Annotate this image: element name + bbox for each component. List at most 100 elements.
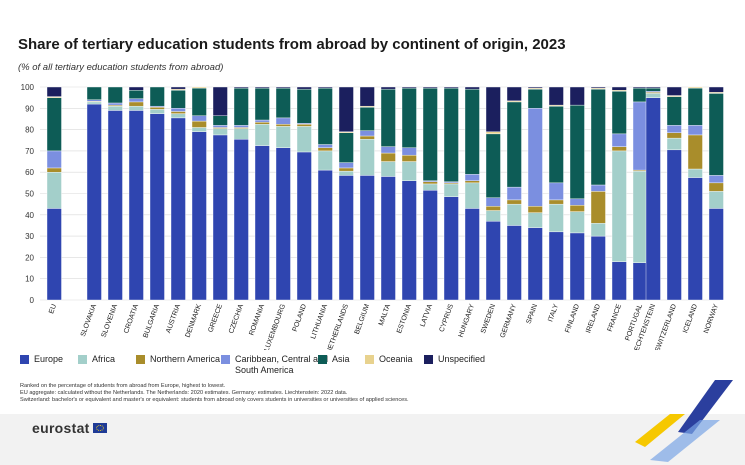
- legend-item-northern-america: Northern America: [136, 354, 220, 365]
- legend-item-africa: Africa: [78, 354, 115, 365]
- bar-stack-denmark: [191, 86, 207, 301]
- legend-label-unspecified: Unspecified: [438, 354, 486, 364]
- bar-segment-unspecified: [338, 86, 354, 132]
- bar-segment-asia: [687, 87, 703, 126]
- bar-segment-africa: [708, 191, 724, 209]
- legend-label-caribbean: Caribbean, Central and South America: [235, 354, 329, 375]
- bar-segment-unspecified: [548, 86, 564, 106]
- bar-segment-europe: [86, 103, 102, 301]
- bar-segment-africa: [338, 170, 354, 176]
- bar-segment-asia: [107, 86, 123, 104]
- bar-segment-africa: [527, 212, 543, 228]
- bar-segment-europe: [359, 175, 375, 301]
- bar-segment-africa: [380, 161, 396, 177]
- y-tick-label: 40: [25, 211, 34, 220]
- bar-segment-asia: [254, 87, 270, 121]
- bar-segment-asia: [191, 87, 207, 116]
- bar-segment-unspecified: [254, 86, 270, 89]
- bar-segment-unspecified: [645, 86, 661, 89]
- bar-segment-europe: [317, 169, 333, 301]
- logo-text: eurostat: [32, 420, 90, 436]
- bar-segment-unspecified: [359, 86, 375, 107]
- bar-segment-africa: [86, 101, 102, 105]
- bar-segment-unspecified: [380, 86, 396, 90]
- legend-swatch-unspecified: [424, 355, 433, 364]
- bar-segment-caribbean: [687, 125, 703, 136]
- bar-segment-oceania: [485, 131, 501, 135]
- bar-stack-romania: [254, 86, 270, 301]
- bar-stack-austria: [170, 86, 186, 301]
- bar-stack-iceland: [687, 86, 703, 301]
- y-tick-label: 0: [30, 296, 35, 305]
- y-tick-label: 60: [25, 168, 34, 177]
- bar-segment-europe: [149, 113, 165, 301]
- bar-segment-africa: [422, 183, 438, 191]
- legend-item-unspecified: Unspecified: [424, 354, 485, 365]
- x-tick-label: HUNGARY: [458, 303, 477, 338]
- x-tick-label: BULGARIA: [142, 303, 161, 339]
- bar-segment-europe: [401, 180, 417, 301]
- bar-segment-asia: [590, 88, 606, 186]
- bar-segment-africa: [46, 171, 62, 209]
- y-tick-label: 100: [21, 83, 35, 92]
- bar-stack-sweden: [485, 86, 501, 301]
- bar-segment-asia: [275, 87, 291, 119]
- footer-bar: [0, 414, 745, 465]
- bar-stack-bulgaria: [149, 86, 165, 301]
- bar-segment-unspecified: [422, 86, 438, 89]
- bar-stack-slovenia: [107, 86, 123, 301]
- bar-segment-africa: [212, 128, 228, 136]
- bar-stack-poland: [296, 86, 312, 301]
- x-tick-label: BELGIUM: [354, 303, 371, 335]
- bar-segment-asia: [46, 97, 62, 152]
- bar-segment-northern_america: [275, 124, 291, 127]
- bar-segment-northern_america: [296, 124, 312, 127]
- bar-segment-unspecified: [569, 86, 585, 106]
- bar-segment-europe: [107, 110, 123, 301]
- bar-stack-ireland: [590, 86, 606, 301]
- bar-segment-asia: [708, 93, 724, 176]
- note-ranking: Ranked on the percentage of students fro…: [20, 383, 226, 389]
- bar-segment-unspecified: [611, 86, 627, 91]
- chart-legend: Europe Africa Northern America Caribbean…: [20, 354, 485, 384]
- eurostat-logo: eurostat: [32, 420, 107, 436]
- bar-segment-africa: [548, 203, 564, 233]
- y-tick-label: 90: [25, 104, 34, 113]
- bar-stack-germany: [506, 86, 522, 301]
- bar-segment-africa: [170, 113, 186, 119]
- bar-segment-caribbean: [485, 197, 501, 207]
- x-tick-label: ESTONIA: [396, 303, 413, 334]
- bar-segment-europe: [296, 151, 312, 301]
- bar-segment-africa: [296, 126, 312, 153]
- bar-segment-asia: [338, 132, 354, 163]
- bar-segment-europe: [46, 208, 62, 301]
- bar-segment-unspecified: [170, 86, 186, 90]
- legend-label-oceania: Oceania: [379, 354, 413, 364]
- bar-segment-europe: [611, 261, 627, 301]
- bar-segment-asia: [212, 115, 228, 126]
- bar-segment-europe: [506, 225, 522, 301]
- bar-segment-europe: [233, 138, 249, 301]
- bar-segment-northern_america: [46, 167, 62, 173]
- bar-segment-unspecified: [212, 86, 228, 116]
- bar-segment-africa: [401, 161, 417, 181]
- bar-segment-northern_america: [380, 152, 396, 162]
- x-tick-label: POLAND: [292, 303, 308, 332]
- bar-segment-northern_america: [317, 147, 333, 152]
- bar-segment-asia: [485, 133, 501, 198]
- note-switzerland: Switzerland: bachelor's or equivalent an…: [20, 397, 409, 403]
- bar-segment-europe: [632, 262, 648, 301]
- x-tick-label: AUSTRIA: [165, 303, 182, 334]
- bar-segment-caribbean: [464, 174, 480, 181]
- bar-segment-europe: [128, 110, 144, 301]
- bar-segment-northern_america: [338, 167, 354, 172]
- bar-segment-northern_america: [401, 154, 417, 162]
- bar-segment-caribbean: [569, 198, 585, 206]
- bar-segment-europe: [170, 117, 186, 301]
- legend-item-oceania: Oceania: [365, 354, 413, 365]
- bar-segment-europe: [590, 235, 606, 301]
- bar-segment-caribbean: [380, 146, 396, 154]
- bar-segment-africa: [107, 105, 123, 111]
- bar-segment-europe: [380, 176, 396, 301]
- legend-swatch-northern-america: [136, 355, 145, 364]
